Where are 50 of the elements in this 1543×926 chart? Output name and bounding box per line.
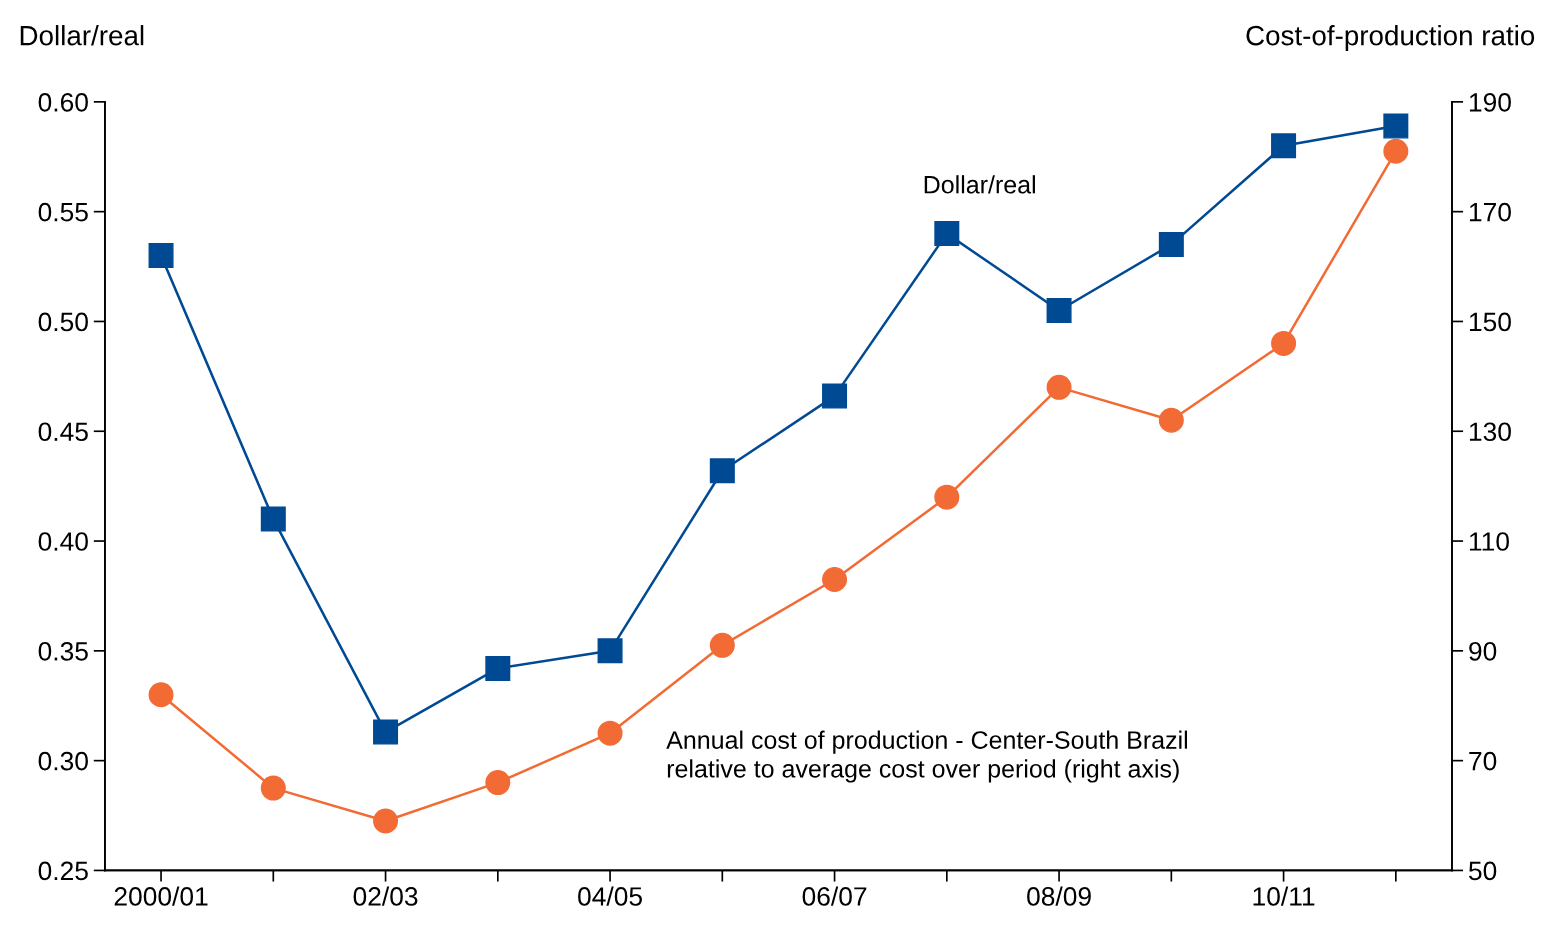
y-tick-label: 0.40 <box>38 532 88 551</box>
y2-tick-label: 150 <box>1469 312 1511 332</box>
point <box>485 770 511 796</box>
y-tick-label: 0.55 <box>38 202 88 222</box>
x-tick-label: 08/09 <box>1027 886 1091 906</box>
point <box>373 719 399 745</box>
y2-tick-label: 190 <box>1469 92 1511 112</box>
y-axis-title: Dollar/real <box>20 25 144 46</box>
point <box>148 682 174 708</box>
y2-tick-label: 170 <box>1469 202 1511 222</box>
y-tick-label: 0.60 <box>38 92 88 112</box>
y-tick-label: 0.45 <box>38 422 88 442</box>
y-tick-label: 0.35 <box>38 641 88 661</box>
point <box>597 720 623 746</box>
annotation: Dollar/real <box>924 175 1035 194</box>
point <box>1271 133 1297 159</box>
point <box>485 655 511 681</box>
point <box>934 484 960 510</box>
point <box>822 383 848 409</box>
y2-tick-label: 50 <box>1468 861 1497 881</box>
point <box>260 506 286 532</box>
x-tick-label: 04/05 <box>578 886 642 906</box>
x-tick-label: 06/07 <box>802 886 867 906</box>
annotation: Annual cost of production - Center-South Brazil relative to average cost over period (right axis) <box>666 730 1188 783</box>
x-tick-label: 10/11 <box>1253 886 1315 906</box>
x-tick-label: 2000/01 <box>114 886 208 906</box>
point <box>1271 330 1297 356</box>
point <box>709 458 735 484</box>
y-tick-label: 0.25 <box>38 861 88 881</box>
point <box>1046 374 1072 400</box>
y2-tick-label: 70 <box>1469 751 1497 771</box>
point <box>597 638 623 664</box>
point <box>148 243 174 269</box>
y-tick-label: 0.30 <box>38 751 88 771</box>
x-tick-label: 02/03 <box>353 886 418 906</box>
point <box>1383 138 1409 164</box>
y2-axis-title: Cost-of-production ratio <box>1246 25 1535 51</box>
point <box>373 808 399 834</box>
point <box>1158 232 1184 258</box>
y2-tick-label: 90 <box>1469 641 1497 661</box>
point <box>260 775 286 801</box>
point <box>1046 297 1072 323</box>
point <box>709 632 735 658</box>
y-tick-label: 0.50 <box>38 312 88 332</box>
y2-tick-label: 130 <box>1469 422 1511 442</box>
point <box>822 566 848 592</box>
point <box>1383 113 1409 139</box>
point <box>934 221 960 247</box>
point <box>1158 407 1184 433</box>
y2-tick-label: 110 <box>1469 532 1509 551</box>
